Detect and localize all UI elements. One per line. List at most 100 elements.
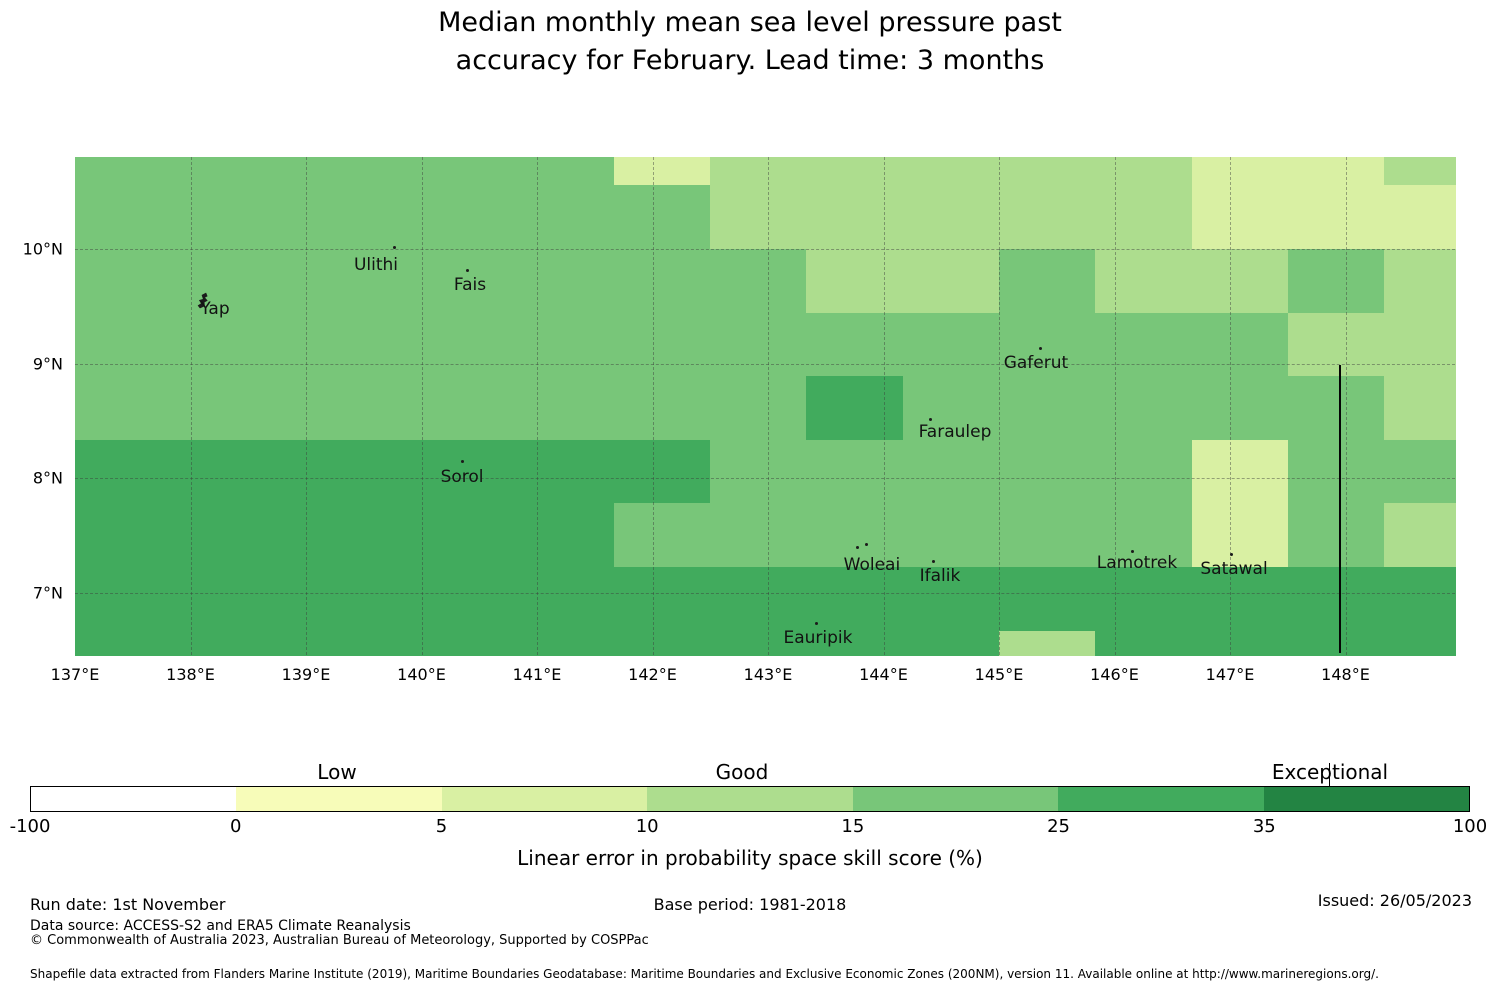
grid-cell <box>422 313 519 377</box>
x-tick-label: 141°E <box>512 665 562 684</box>
colorbar-bar <box>30 786 1470 812</box>
x-tick-label: 146°E <box>1090 665 1139 684</box>
grid-cell <box>999 376 1096 441</box>
gridline-vertical <box>1345 157 1347 656</box>
grid-cell <box>1288 376 1385 441</box>
grid-cell <box>325 440 423 504</box>
grid-cell <box>325 567 423 632</box>
x-tick-label: 143°E <box>743 665 793 684</box>
island-label-sorol: Sorol <box>440 466 484 487</box>
page-title: Median monthly mean sea level pressure p… <box>0 4 1500 80</box>
grid-cell <box>518 503 615 568</box>
island-label-yap: Yap <box>200 298 230 319</box>
colorbar-segment-5-to-10 <box>441 787 648 811</box>
grid-cell <box>1192 185 1289 250</box>
gridline-vertical <box>1230 157 1231 656</box>
gridline-vertical <box>1114 157 1116 656</box>
grid-cell <box>1095 440 1193 504</box>
grid-cell <box>806 440 904 504</box>
grid-cell <box>614 313 711 377</box>
grid-cell <box>806 313 904 377</box>
grid-cell <box>325 157 423 186</box>
grid-cell <box>518 376 615 441</box>
grid-cell <box>229 503 326 568</box>
title-line-2: accuracy for February. Lead time: 3 mont… <box>455 45 1045 76</box>
grid-cell <box>614 631 711 656</box>
grid-cell <box>806 631 904 656</box>
grid-cell <box>1288 567 1385 632</box>
grid-cell <box>75 503 134 568</box>
grid-cell <box>1288 440 1385 504</box>
grid-cell <box>614 567 711 632</box>
x-tick-label: 138°E <box>166 665 215 684</box>
title-line-1: Median monthly mean sea level pressure p… <box>438 7 1062 38</box>
grid-cell <box>518 567 615 632</box>
colorbar-segment-10-to-15 <box>647 787 853 811</box>
colorbar-tick-label: 10 <box>635 816 659 837</box>
grid-cell <box>229 440 326 504</box>
grid-cell <box>325 185 423 250</box>
grid-cell <box>999 440 1096 504</box>
footer-issued-date: Issued: 26/05/2023 <box>1317 891 1472 910</box>
colorbar-category-low: Low <box>317 760 357 784</box>
satawal-island-marker-icon <box>1229 552 1233 556</box>
grid-cell <box>1192 440 1289 504</box>
gridline-vertical <box>190 157 192 656</box>
grid-cell <box>1288 631 1385 656</box>
footer-data-source: Data source: ACCESS-S2 and ERA5 Climate … <box>30 918 411 934</box>
colorbar-category-exceptional: Exceptional <box>1271 760 1389 784</box>
woleai-island-marker-icon <box>855 545 859 549</box>
colorbar-tick-label: 0 <box>229 816 242 837</box>
grid-cell <box>422 376 519 441</box>
grid-cell <box>710 631 807 656</box>
grid-cell <box>518 249 615 314</box>
grid-cell <box>325 631 423 656</box>
grid-cell <box>1384 185 1456 250</box>
map-plot: Yap Ulithi Fais Gaferut Faraulep Sorol Woleai I… <box>23 157 1456 684</box>
grid-cell <box>133 185 230 250</box>
grid-cell <box>614 440 711 504</box>
grid-cell <box>1095 567 1193 632</box>
grid-cell <box>903 567 1000 632</box>
grid-cell <box>614 157 711 186</box>
island-label-eauripik: Eauripik <box>783 628 853 649</box>
grid-cell <box>518 185 615 250</box>
grid-cell <box>614 249 711 314</box>
grid-cell <box>1288 185 1385 250</box>
colorbar-tick-label: 5 <box>435 816 448 837</box>
grid-cell <box>325 313 423 377</box>
gridline-vertical <box>652 157 654 656</box>
grid-cell <box>422 249 519 314</box>
grid-cell <box>1192 249 1289 314</box>
grid-cell <box>1095 376 1193 441</box>
gridline-vertical <box>421 157 423 656</box>
grid-cell <box>1384 503 1456 568</box>
grid-cell <box>614 185 711 250</box>
y-tick-label: 8°N <box>32 468 63 488</box>
grid-cell <box>806 185 904 250</box>
grid-cell <box>229 313 326 377</box>
grid-cell <box>903 376 1000 441</box>
x-tick-label: 147°E <box>1205 665 1255 684</box>
grid-cell <box>1192 313 1289 377</box>
grid-cell <box>75 157 134 186</box>
grid-cell <box>229 567 326 632</box>
grid-cell <box>325 376 423 441</box>
grid-cell <box>1192 157 1289 186</box>
grid-cell <box>999 631 1096 656</box>
grid-cell <box>999 567 1096 632</box>
gridline-vertical <box>768 157 769 656</box>
grid-cell <box>1095 185 1193 250</box>
grid-cell <box>75 631 134 656</box>
grid-cell <box>1192 567 1289 632</box>
faraulep-island-marker-icon <box>928 417 932 421</box>
colorbar-segment-35-to-100 <box>1263 787 1469 811</box>
colorbar-exceptional-tick <box>1329 763 1330 786</box>
grid-cell <box>999 503 1096 568</box>
grid-cell <box>1384 567 1456 632</box>
footer-run-date: Run date: 1st November <box>30 895 226 914</box>
grid-cell <box>518 313 615 377</box>
colorbar-tick-label: 15 <box>841 816 865 837</box>
grid-cell <box>133 157 230 186</box>
